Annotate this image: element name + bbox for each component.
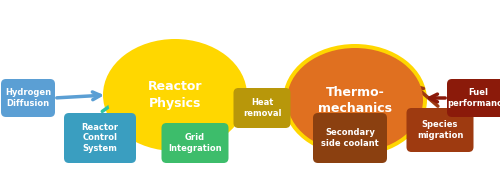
Ellipse shape (283, 44, 427, 156)
Text: Hydrogen
Diffusion: Hydrogen Diffusion (5, 88, 51, 108)
FancyBboxPatch shape (313, 113, 387, 163)
Text: Reactor
Control
System: Reactor Control System (82, 123, 118, 153)
FancyBboxPatch shape (406, 108, 474, 152)
FancyBboxPatch shape (64, 113, 136, 163)
Ellipse shape (287, 48, 423, 152)
Text: Reactor
Physics: Reactor Physics (148, 81, 202, 110)
Text: Species
migration: Species migration (417, 120, 463, 140)
Ellipse shape (107, 43, 243, 147)
Text: Thermo-
mechanics: Thermo- mechanics (318, 85, 392, 115)
FancyBboxPatch shape (234, 88, 290, 128)
Ellipse shape (103, 39, 247, 151)
FancyBboxPatch shape (1, 79, 55, 117)
Text: Fuel
performance: Fuel performance (448, 88, 500, 108)
Text: Secondary
side coolant: Secondary side coolant (321, 128, 379, 148)
Text: Grid
Integration: Grid Integration (168, 133, 222, 153)
FancyBboxPatch shape (162, 123, 228, 163)
Text: Heat
removal: Heat removal (243, 98, 281, 118)
FancyBboxPatch shape (447, 79, 500, 117)
